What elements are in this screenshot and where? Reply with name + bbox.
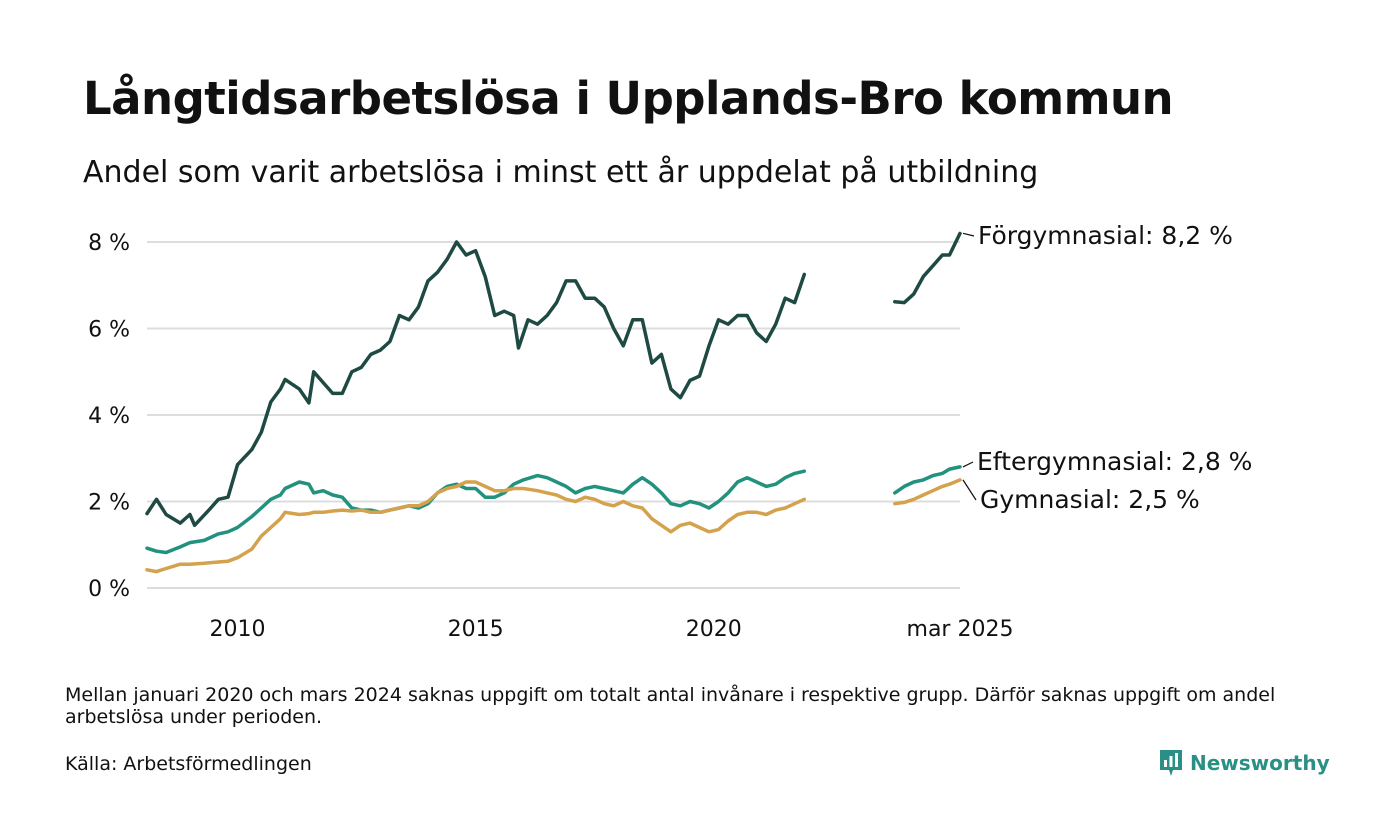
end-label-leader [962,479,977,501]
y-tick-label: 4 % [88,404,130,429]
footnote: Mellan januari 2020 och mars 2024 saknas… [65,684,1276,728]
x-tick-label: 2015 [448,617,504,642]
y-tick-label: 0 % [88,577,130,602]
end-label-förgymnasial: Förgymnasial: 8,2 % [978,221,1233,250]
page-subtitle: Andel som varit arbetslösa i minst ett å… [83,155,1039,190]
end-label-gymnasial: Gymnasial: 2,5 % [980,485,1200,514]
brand-name: Newsworthy [1190,751,1330,775]
y-tick-label: 2 % [88,491,130,516]
end-label-leader [962,461,974,468]
x-tick-label: mar 2025 [907,617,1014,642]
x-tick-label: 2020 [686,617,742,642]
brand[interactable]: Newsworthy [1158,746,1330,780]
end-label-eftergymnasial: Eftergymnasial: 2,8 % [977,447,1252,476]
page-title: Långtidsarbetslösa i Upplands-Bro kommun [83,72,1174,125]
source-note: Källa: Arbetsförmedlingen [65,753,312,775]
series-line-gymnasial [893,478,962,506]
x-tick-label: 2010 [209,617,265,642]
line-chart: 0 % 2 % 4 % 6 % 8 % 2010 2015 2020 mar 2025 Förgy… [88,221,1252,642]
series-line-gymnasial [145,480,807,574]
series-line-eftergymnasial [145,469,807,555]
newsworthy-logo-icon [1160,750,1182,776]
series-line-förgymnasial [145,240,807,528]
y-tick-label: 8 % [88,231,130,256]
y-tick-label: 6 % [88,318,130,343]
series-line-eftergymnasial [893,465,962,495]
series-line-förgymnasial [893,231,962,305]
end-label-leader [962,232,975,237]
